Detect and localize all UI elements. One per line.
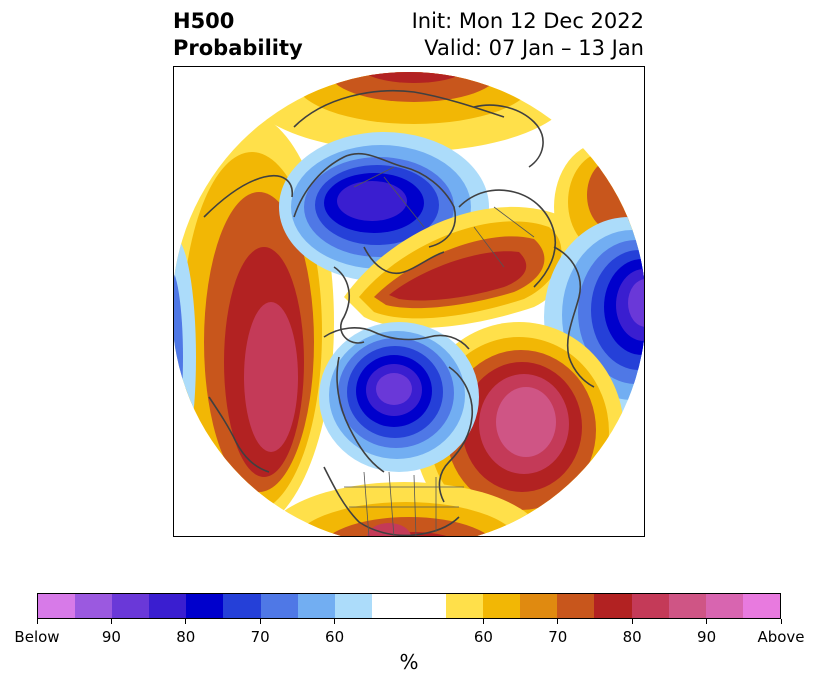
colorbar-segment (594, 594, 632, 618)
colorbar-tick-mark (259, 619, 261, 624)
colorbar (37, 593, 781, 619)
colorbar-segment (668, 594, 706, 618)
colorbar-tick-label: 60 (473, 628, 493, 646)
colorbar-tick-label: 70 (250, 628, 270, 646)
colorbar-tick-mark (36, 619, 38, 624)
colorbar-unit-label: % (399, 650, 419, 674)
country-borders (344, 166, 535, 536)
colorbar-segment (38, 594, 76, 618)
colorbar-tick-label: Above (757, 628, 805, 646)
colorbar-segment (483, 594, 521, 618)
colorbar-tick-mark (557, 619, 559, 624)
colorbar-segment (186, 594, 224, 618)
colorbar-tick-mark (185, 619, 187, 624)
colorbar-tick-label: 80 (622, 628, 642, 646)
colorbar-tick-mark (482, 619, 484, 624)
title-valid: Valid: 07 Jan – 13 Jan (424, 36, 644, 60)
anomaly-above-south (264, 482, 544, 536)
colorbar-tick-label: 70 (548, 628, 568, 646)
colorbar-tick-mark (706, 619, 708, 624)
colorbar-segment (520, 594, 558, 618)
anomaly-above-north (244, 72, 574, 152)
anomaly-below-canada (319, 322, 479, 472)
colorbar-tick-label: Below (14, 628, 60, 646)
colorbar-tick-label: 80 (176, 628, 196, 646)
colorbar-tick-mark (110, 619, 112, 624)
colorbar-segment (75, 594, 113, 618)
colorbar-segment (557, 594, 595, 618)
colorbar-tick-mark (780, 619, 782, 624)
colorbar-segment (297, 594, 335, 618)
colorbar-segment (446, 594, 484, 618)
colorbar-segment (631, 594, 669, 618)
colorbar-segment (705, 594, 743, 618)
colorbar-segment (371, 594, 409, 618)
colorbar-segment (742, 594, 780, 618)
anomaly-above-arctic (344, 206, 579, 328)
colorbar-tick-mark (334, 619, 336, 624)
colorbar-segment (260, 594, 298, 618)
title-product: Probability (173, 36, 303, 60)
colorbar-tick-label: 90 (697, 628, 717, 646)
coastlines (203, 89, 595, 536)
colorbar-tick-label: 90 (101, 628, 121, 646)
title-init: Init: Mon 12 Dec 2022 (411, 9, 644, 33)
title-left: H500 Probability (173, 8, 303, 62)
title-variable: H500 (173, 9, 235, 33)
title-right: Init: Mon 12 Dec 2022 Valid: 07 Jan – 13… (412, 8, 644, 62)
colorbar-tick-mark (631, 619, 633, 624)
map-panel (173, 66, 645, 537)
colorbar-segment (408, 594, 447, 618)
colorbar-tick-label: 60 (325, 628, 345, 646)
colorbar-segment (149, 594, 187, 618)
colorbar-segment (334, 594, 372, 618)
probability-map (174, 72, 644, 536)
colorbar-segment (223, 594, 261, 618)
colorbar-segment (112, 594, 150, 618)
